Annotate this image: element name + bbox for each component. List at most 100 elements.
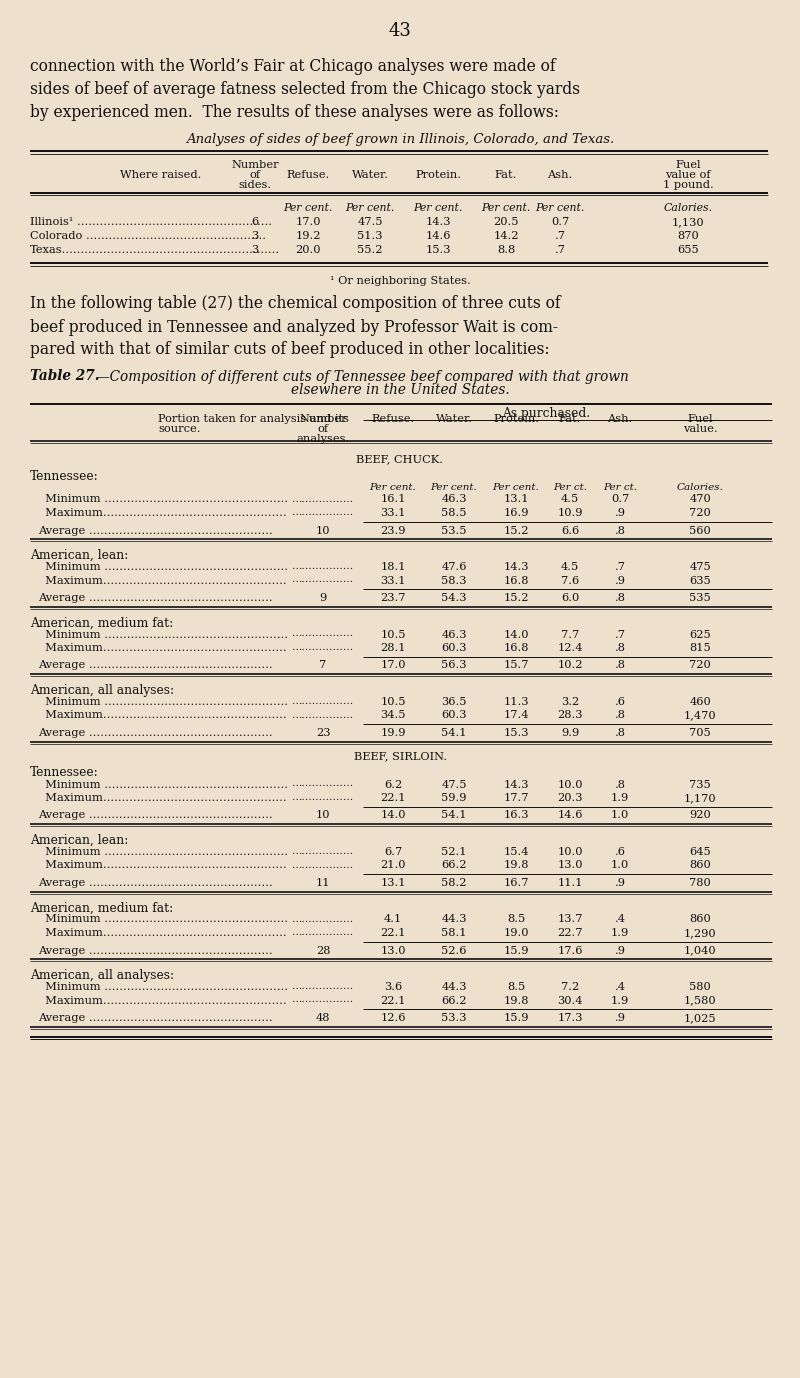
Text: value of: value of — [665, 171, 711, 181]
Text: 3.6: 3.6 — [384, 983, 402, 992]
Text: 735: 735 — [689, 780, 711, 790]
Text: .4: .4 — [614, 983, 626, 992]
Text: 14.3: 14.3 — [426, 216, 450, 227]
Text: 20.0: 20.0 — [295, 245, 321, 255]
Text: 22.1: 22.1 — [380, 995, 406, 1006]
Text: 17.4: 17.4 — [503, 711, 529, 721]
Text: Tennessee:: Tennessee: — [30, 470, 98, 482]
Text: .8: .8 — [614, 525, 626, 536]
Text: Tennessee:: Tennessee: — [30, 766, 98, 780]
Text: Maximum………………………………………….: Maximum…………………………………………. — [38, 995, 286, 1006]
Text: Average ………………………………………….: Average …………………………………………. — [38, 878, 273, 887]
Text: Average ………………………………………….: Average …………………………………………. — [38, 1013, 273, 1022]
Text: 16.1: 16.1 — [380, 495, 406, 504]
Text: 14.0: 14.0 — [380, 810, 406, 820]
Text: 13.0: 13.0 — [558, 860, 582, 871]
Text: 720: 720 — [689, 508, 711, 518]
Text: ………………: ……………… — [292, 711, 354, 719]
Text: 15.9: 15.9 — [503, 945, 529, 955]
Text: 28: 28 — [316, 945, 330, 955]
Text: 1,580: 1,580 — [684, 995, 716, 1006]
Text: Maximum………………………………………….: Maximum…………………………………………. — [38, 927, 286, 938]
Text: 15.2: 15.2 — [503, 593, 529, 604]
Text: Minimum ………………………………………….: Minimum …………………………………………. — [38, 495, 288, 504]
Text: Table 27.: Table 27. — [30, 369, 99, 383]
Text: Minimum ………………………………………….: Minimum …………………………………………. — [38, 697, 288, 707]
Text: .8: .8 — [614, 780, 626, 790]
Text: ………………: ……………… — [292, 927, 354, 937]
Text: 17.3: 17.3 — [558, 1013, 582, 1022]
Text: American, lean:: American, lean: — [30, 834, 128, 847]
Text: 19.8: 19.8 — [503, 995, 529, 1006]
Text: 580: 580 — [689, 983, 711, 992]
Text: 8.8: 8.8 — [497, 245, 515, 255]
Text: 14.3: 14.3 — [503, 780, 529, 790]
Text: Water.: Water. — [435, 415, 473, 424]
Text: 66.2: 66.2 — [442, 860, 466, 871]
Text: Minimum ………………………………………….: Minimum …………………………………………. — [38, 915, 288, 925]
Text: ………………: ……………… — [292, 495, 354, 503]
Text: 3: 3 — [251, 245, 258, 255]
Text: 23.9: 23.9 — [380, 525, 406, 536]
Text: ………………: ……………… — [292, 644, 354, 652]
Text: Fat.: Fat. — [495, 171, 517, 181]
Text: 7.2: 7.2 — [561, 983, 579, 992]
Text: 7.6: 7.6 — [561, 576, 579, 586]
Text: 16.9: 16.9 — [503, 508, 529, 518]
Text: Number: Number — [231, 160, 279, 171]
Text: 15.7: 15.7 — [503, 660, 529, 671]
Text: 12.4: 12.4 — [558, 644, 582, 653]
Text: ………………: ……………… — [292, 847, 354, 856]
Text: Per cent.: Per cent. — [493, 482, 539, 492]
Text: 7.7: 7.7 — [561, 630, 579, 639]
Text: 51.3: 51.3 — [358, 232, 382, 241]
Text: 9: 9 — [319, 593, 326, 604]
Text: 53.5: 53.5 — [442, 525, 466, 536]
Text: 1,130: 1,130 — [672, 216, 704, 227]
Text: Fat.: Fat. — [559, 415, 581, 424]
Text: 1.0: 1.0 — [611, 860, 629, 871]
Text: 560: 560 — [689, 525, 711, 536]
Text: 4.5: 4.5 — [561, 562, 579, 572]
Text: Per cent.: Per cent. — [370, 482, 416, 492]
Text: American, medium fat:: American, medium fat: — [30, 901, 174, 915]
Text: 720: 720 — [689, 660, 711, 671]
Text: ………………: ……………… — [292, 630, 354, 638]
Text: 34.5: 34.5 — [380, 711, 406, 721]
Text: 52.6: 52.6 — [442, 945, 466, 955]
Text: 23: 23 — [316, 728, 330, 739]
Text: 8.5: 8.5 — [507, 915, 525, 925]
Text: Texas………………………………………………….: Texas…………………………………………………. — [30, 245, 280, 255]
Text: 66.2: 66.2 — [442, 995, 466, 1006]
Text: Refuse.: Refuse. — [371, 415, 414, 424]
Text: 1,470: 1,470 — [684, 711, 716, 721]
Text: 470: 470 — [689, 495, 711, 504]
Text: ………………: ……………… — [292, 983, 354, 991]
Text: American, all analyses:: American, all analyses: — [30, 969, 174, 983]
Text: 475: 475 — [689, 562, 711, 572]
Text: Calories.: Calories. — [677, 482, 723, 492]
Text: .9: .9 — [614, 1013, 626, 1022]
Text: Ash.: Ash. — [547, 171, 573, 181]
Text: 4.1: 4.1 — [384, 915, 402, 925]
Text: 11.1: 11.1 — [558, 878, 582, 887]
Text: 14.2: 14.2 — [494, 232, 518, 241]
Text: 4.5: 4.5 — [561, 495, 579, 504]
Text: 17.7: 17.7 — [503, 792, 529, 803]
Text: 645: 645 — [689, 847, 711, 857]
Text: 33.1: 33.1 — [380, 508, 406, 518]
Text: 54.1: 54.1 — [442, 810, 466, 820]
Text: .9: .9 — [614, 878, 626, 887]
Text: 6.0: 6.0 — [561, 593, 579, 604]
Text: 6.6: 6.6 — [561, 525, 579, 536]
Text: sides of beef of average fatness selected from the Chicago stock yards: sides of beef of average fatness selecte… — [30, 81, 580, 98]
Text: 54.3: 54.3 — [442, 593, 466, 604]
Text: American, medium fat:: American, medium fat: — [30, 616, 174, 630]
Text: 10.2: 10.2 — [558, 660, 582, 671]
Text: ………………: ……………… — [292, 508, 354, 517]
Text: ………………: ……………… — [292, 792, 354, 802]
Text: 14.3: 14.3 — [503, 562, 529, 572]
Text: 14.6: 14.6 — [426, 232, 450, 241]
Text: of: of — [250, 171, 261, 181]
Text: 1.9: 1.9 — [611, 792, 629, 803]
